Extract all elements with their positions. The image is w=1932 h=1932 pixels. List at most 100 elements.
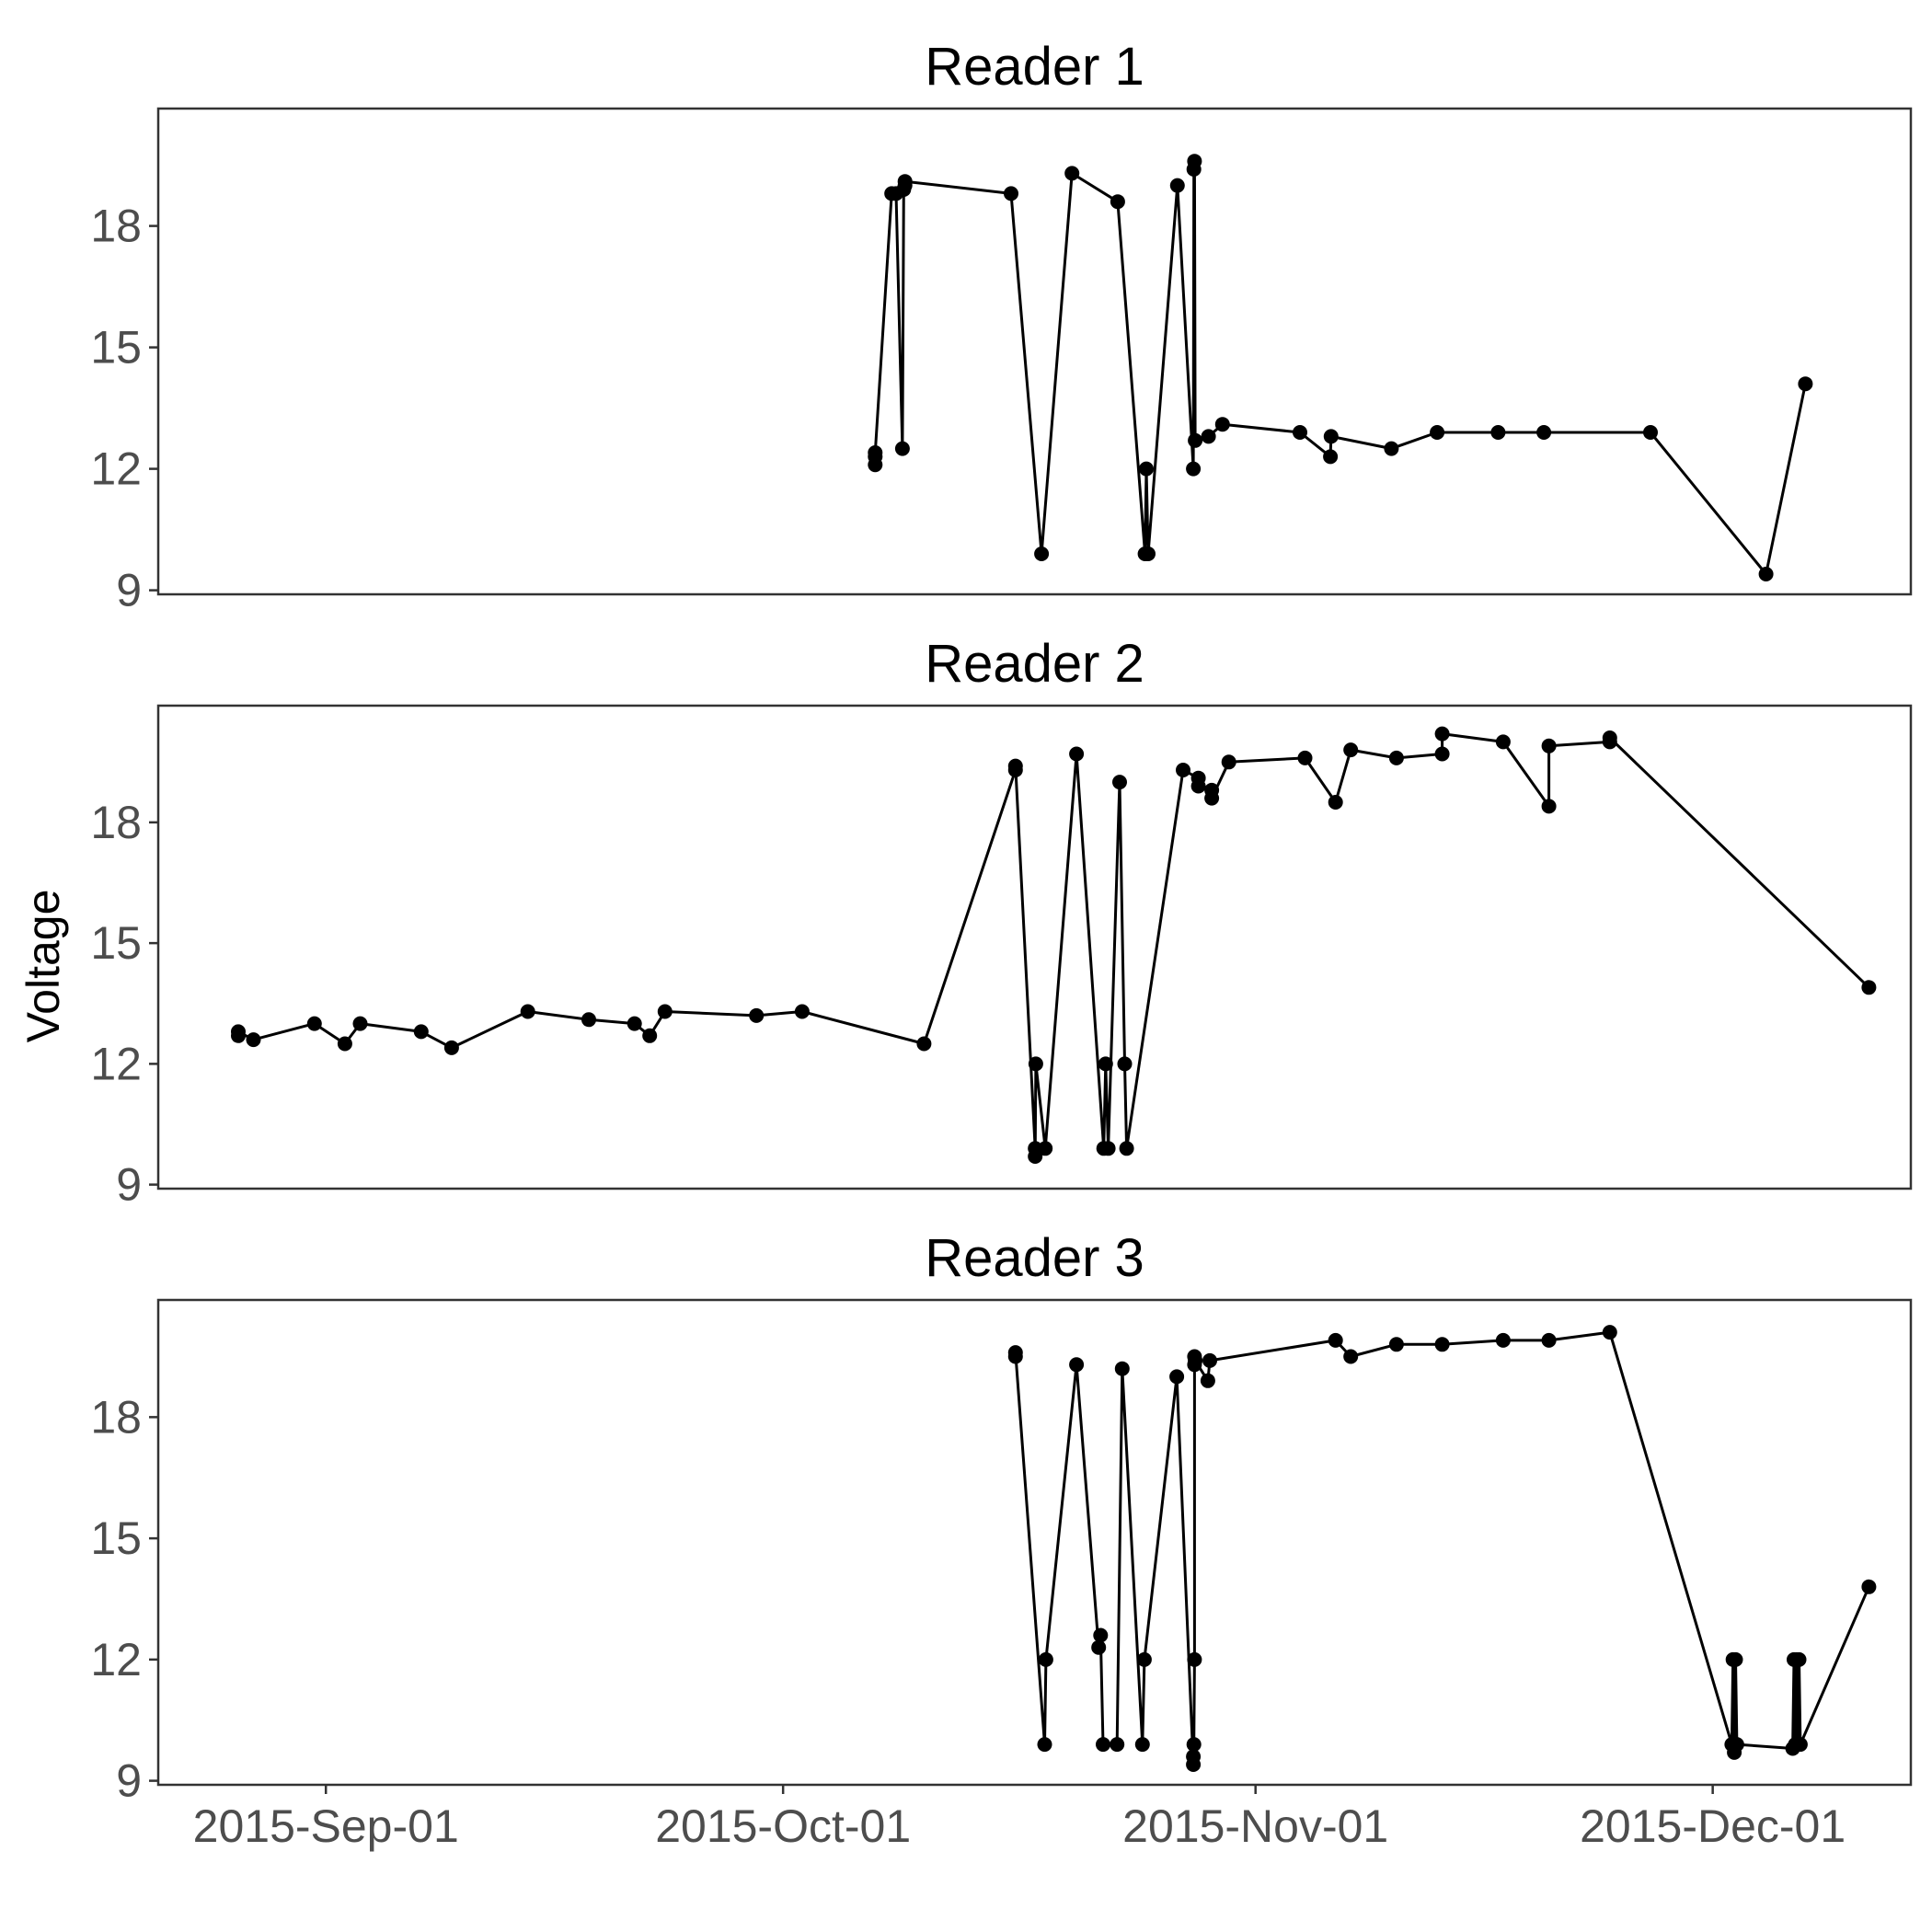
data-point bbox=[1388, 750, 1404, 765]
data-point bbox=[1495, 1332, 1511, 1348]
panel-reader-3: Reader 3 9 12 15 18 bbox=[90, 1228, 1913, 1807]
data-point bbox=[1490, 425, 1506, 440]
data-point bbox=[1541, 799, 1557, 814]
data-point bbox=[1187, 154, 1202, 169]
y-axis-title: Voltage bbox=[17, 890, 69, 1043]
panel-reader-2: Reader 2 9 12 15 18 bbox=[90, 634, 1913, 1211]
data-point bbox=[337, 1036, 352, 1052]
data-point bbox=[1643, 425, 1658, 440]
data-point bbox=[1117, 1056, 1133, 1072]
data-point bbox=[1028, 1149, 1043, 1164]
data-point bbox=[1186, 461, 1202, 477]
data-point bbox=[1064, 166, 1080, 181]
data-point bbox=[1098, 1056, 1113, 1072]
data-point bbox=[794, 1004, 810, 1019]
y-tick-label: 18 bbox=[90, 1391, 142, 1443]
data-point bbox=[1328, 1332, 1343, 1348]
data-point bbox=[1096, 1737, 1110, 1753]
data-point bbox=[1536, 425, 1552, 440]
data-point bbox=[1384, 441, 1399, 456]
data-point bbox=[1136, 1651, 1152, 1667]
panel-border bbox=[156, 704, 1913, 1190]
x-tick-label: 2015-Dec-01 bbox=[1580, 1800, 1846, 1852]
data-point bbox=[1188, 1352, 1203, 1368]
data-point bbox=[1758, 567, 1774, 581]
data-point bbox=[1861, 980, 1877, 995]
y-tick-label: 9 bbox=[116, 565, 142, 616]
data-point bbox=[1434, 1337, 1450, 1352]
y-tick-label: 9 bbox=[116, 1755, 142, 1807]
data-point bbox=[1343, 1349, 1359, 1364]
data-point bbox=[1798, 376, 1813, 392]
data-point bbox=[1791, 1651, 1807, 1667]
panel-reader-1: Reader 1 9 12 15 18 bbox=[90, 37, 1913, 616]
data-point bbox=[897, 174, 913, 190]
data-point bbox=[868, 445, 883, 460]
data-point bbox=[1729, 1737, 1744, 1753]
data-point bbox=[1069, 746, 1085, 762]
data-point bbox=[1328, 795, 1343, 810]
data-point bbox=[749, 1007, 765, 1023]
data-point bbox=[1114, 1361, 1130, 1376]
data-point bbox=[1037, 1737, 1052, 1753]
data-point bbox=[413, 1024, 429, 1040]
y-tick-label: 18 bbox=[90, 797, 142, 848]
data-point bbox=[1069, 1357, 1085, 1373]
x-tick-label: 2015-Oct-01 bbox=[655, 1800, 911, 1852]
data-point bbox=[352, 1016, 368, 1031]
data-point bbox=[1141, 546, 1156, 561]
data-point bbox=[1602, 1325, 1617, 1340]
data-point bbox=[1202, 1352, 1217, 1368]
data-point bbox=[1007, 1345, 1023, 1361]
data-point bbox=[1028, 1056, 1043, 1072]
series-line bbox=[1014, 1330, 1870, 1766]
data-point bbox=[1792, 1737, 1808, 1753]
data-point bbox=[1541, 1332, 1557, 1348]
data-point bbox=[1093, 1627, 1109, 1643]
data-point bbox=[1169, 178, 1185, 193]
data-point bbox=[1110, 194, 1125, 210]
data-point bbox=[1186, 1749, 1202, 1765]
x-tick-label: 2015-Nov-01 bbox=[1122, 1800, 1388, 1852]
data-point bbox=[1134, 1737, 1150, 1753]
panel-border bbox=[156, 1298, 1913, 1787]
data-point bbox=[1430, 425, 1445, 440]
panel-title: Reader 2 bbox=[925, 634, 1144, 694]
data-point bbox=[1201, 429, 1216, 444]
data-point bbox=[1214, 417, 1230, 432]
data-point bbox=[1100, 1141, 1116, 1156]
data-point bbox=[1188, 432, 1203, 448]
data-point bbox=[1038, 1141, 1053, 1156]
data-point bbox=[1293, 425, 1307, 440]
data-point bbox=[1119, 1141, 1134, 1156]
data-point bbox=[1495, 734, 1511, 750]
data-point bbox=[1728, 1651, 1743, 1667]
data-point bbox=[1434, 746, 1450, 762]
y-tick-label: 12 bbox=[90, 1038, 142, 1089]
panel-border bbox=[156, 107, 1913, 596]
panel-title: Reader 1 bbox=[925, 37, 1144, 97]
data-point bbox=[1343, 742, 1359, 758]
data-point bbox=[1176, 763, 1190, 777]
data-point bbox=[1187, 1651, 1202, 1667]
data-point bbox=[1004, 186, 1018, 201]
data-point bbox=[1323, 429, 1339, 444]
data-point bbox=[1297, 750, 1313, 765]
data-point bbox=[1221, 754, 1236, 770]
data-point bbox=[231, 1024, 246, 1040]
data-point bbox=[581, 1012, 596, 1028]
y-tick-label: 15 bbox=[90, 1512, 142, 1564]
x-axis: 2015-Sep-01 2015-Oct-01 2015-Nov-01 2015-De… bbox=[193, 1785, 1846, 1852]
x-tick-label: 2015-Sep-01 bbox=[193, 1800, 459, 1852]
data-point bbox=[1112, 775, 1127, 790]
data-point bbox=[1861, 1579, 1877, 1594]
data-point bbox=[1388, 1337, 1404, 1352]
data-point bbox=[1186, 1737, 1202, 1753]
data-point bbox=[1169, 1369, 1185, 1385]
data-point bbox=[1091, 1639, 1107, 1655]
data-point bbox=[1034, 546, 1050, 561]
data-point bbox=[1204, 790, 1220, 806]
data-point bbox=[1110, 1737, 1125, 1753]
data-point bbox=[520, 1004, 535, 1019]
data-point bbox=[894, 441, 910, 456]
